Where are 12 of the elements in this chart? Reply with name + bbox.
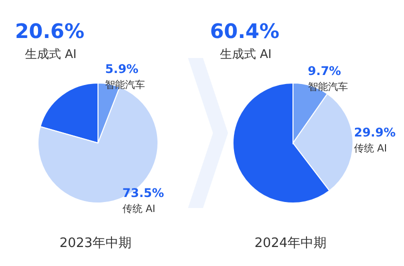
text: 2023年中期 [58, 235, 133, 252]
data-label: 9.7% [308, 64, 342, 78]
data-label: 20.6% [15, 19, 84, 43]
data-label: 60.4% [210, 19, 280, 43]
text: 2024年中期 [253, 235, 328, 252]
slice-label: 生成式 AI [25, 47, 77, 61]
data-label: 29.9% [354, 126, 396, 140]
slice-label: 传统 AI [122, 203, 156, 216]
slice-label: 传统 AI [354, 142, 387, 155]
slice-label: 生成式 AI [220, 47, 272, 61]
data-label: 5.9% [105, 62, 138, 76]
data-label: 73.5% [122, 186, 164, 200]
